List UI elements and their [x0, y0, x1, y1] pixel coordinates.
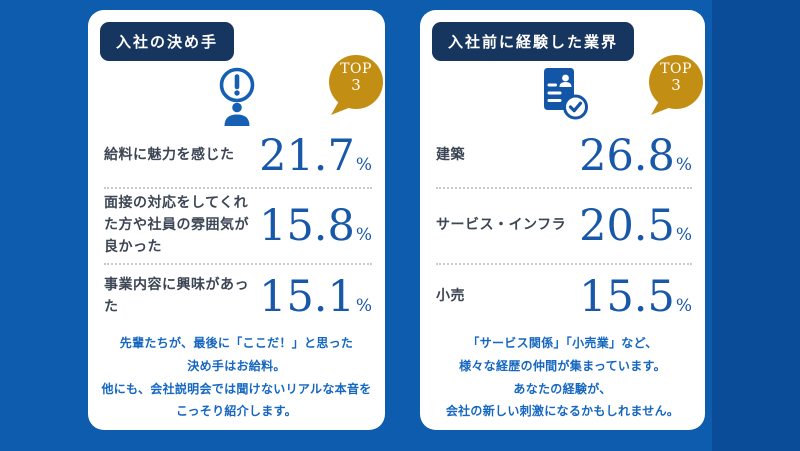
stat-number: 15.5 — [579, 271, 675, 322]
speech-bubble-icon — [649, 55, 703, 115]
stat-number: 26.8 — [579, 130, 675, 181]
person-exclamation-icon — [88, 66, 385, 128]
top3-badge-text: TOP 3 — [649, 61, 703, 95]
stat-row: 小売 15.5% — [436, 263, 692, 329]
stat-value: 21.7% — [259, 134, 372, 178]
card-joining-decision: 入社の決め手 TOP 3 給料に魅力を感じた — [88, 10, 385, 430]
resume-check-icon — [420, 66, 705, 122]
stat-value: 15.1% — [259, 275, 372, 319]
card-prior-industries: 入社前に経験した業界 TOP 3 — [420, 10, 705, 430]
stat-unit: % — [355, 295, 372, 316]
stat-label: サービス・インフラ — [436, 217, 567, 234]
stat-number: 15.1 — [259, 271, 355, 322]
top3-line1: TOP — [340, 61, 372, 77]
card-title-badge: 入社前に経験した業界 — [432, 22, 635, 61]
stat-row: サービス・インフラ 20.5% — [436, 187, 692, 263]
stats-list: 建築 26.8% サービス・インフラ 20.5% 小売 15.5% — [436, 125, 692, 329]
stat-unit: % — [675, 154, 692, 175]
stat-unit: % — [355, 224, 372, 245]
top3-badge: TOP 3 — [649, 55, 707, 117]
stat-label: 面接の対応をしてくれた方や社員の雰囲気が良かった — [104, 195, 249, 255]
stat-label: 事業内容に興味があった — [104, 277, 249, 315]
stat-label: 小売 — [436, 288, 465, 305]
stat-number: 15.8 — [259, 200, 355, 251]
card-footer-note: 「サービス関係」「小売業」など、 様々な経歴の仲間が集まっています。 あなたの経… — [445, 336, 680, 419]
card-title-badge: 入社の決め手 — [100, 22, 235, 61]
stat-unit: % — [355, 154, 372, 175]
stat-number: 21.7 — [259, 130, 355, 181]
top3-badge: TOP 3 — [329, 55, 387, 117]
stat-row: 面接の対応をしてくれた方や社員の雰囲気が良かった 15.8% — [104, 187, 372, 263]
stat-value: 15.5% — [579, 275, 692, 319]
stat-label: 給料に魅力を感じた — [104, 147, 235, 164]
stats-list: 給料に魅力を感じた 21.7% 面接の対応をしてくれた方や社員の雰囲気が良かった… — [104, 125, 372, 329]
top3-line2: 3 — [351, 76, 361, 95]
background-right-band — [712, 0, 800, 451]
stat-unit: % — [675, 295, 692, 316]
top3-line2: 3 — [671, 76, 681, 95]
top3-badge-text: TOP 3 — [329, 61, 383, 95]
stat-label: 建築 — [436, 147, 465, 164]
stat-number: 20.5 — [579, 200, 675, 251]
speech-bubble-icon — [329, 55, 383, 115]
stat-row: 給料に魅力を感じた 21.7% — [104, 125, 372, 187]
stat-value: 20.5% — [579, 204, 692, 248]
stat-row: 事業内容に興味があった 15.1% — [104, 263, 372, 329]
stat-value: 26.8% — [579, 134, 692, 178]
stat-unit: % — [675, 224, 692, 245]
card-footer-note: 先輩たちが、最後に「ここだ！」と思った 決め手はお給料。 他にも、会社説明会では… — [101, 336, 372, 419]
stat-row: 建築 26.8% — [436, 125, 692, 187]
top3-line1: TOP — [660, 61, 692, 77]
stat-value: 15.8% — [259, 204, 372, 248]
